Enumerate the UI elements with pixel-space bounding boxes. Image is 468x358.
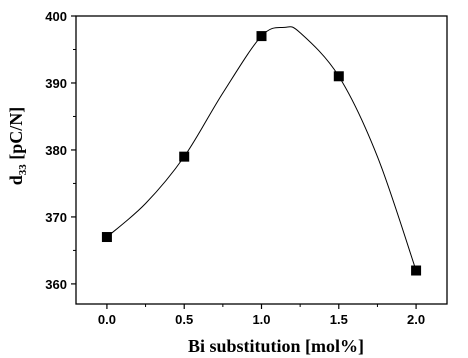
y-axis-ticks: 360 370 380 390 400: [45, 9, 76, 292]
y-tick-label: 380: [45, 143, 67, 158]
x-tick-label: 1.0: [252, 312, 270, 327]
x-tick-label: 0.5: [175, 312, 193, 327]
x-tick-label: 1.5: [330, 312, 348, 327]
x-tick-label: 0.0: [98, 312, 116, 327]
y-tick-label: 390: [45, 76, 67, 91]
y-axis-title-main: d: [6, 175, 26, 185]
plot-border: [75, 15, 448, 305]
y-axis-title-unit: [pC/N]: [6, 107, 26, 165]
data-point: [179, 151, 190, 162]
fit-curve-line: [106, 26, 417, 271]
plot-frame: [75, 15, 448, 305]
data-point: [411, 265, 422, 276]
data-point: [256, 31, 267, 42]
fit-curve-layer: [106, 26, 417, 271]
data-point: [101, 232, 112, 243]
y-tick-label: 360: [45, 277, 67, 292]
x-tick-label: 2.0: [407, 312, 425, 327]
data-point: [333, 71, 344, 82]
y-tick-label: 400: [45, 9, 67, 24]
y-tick-label: 370: [45, 210, 67, 225]
x-axis-ticks: 0.0 0.5 1.0 1.5 2.0: [98, 304, 425, 327]
y-axis-title: d33 [pC/N]: [6, 107, 29, 186]
data-points-layer: [101, 31, 422, 276]
x-axis-title: Bi substitution [mol%]: [188, 336, 364, 356]
y-axis-title-subscript: 33: [17, 164, 29, 176]
